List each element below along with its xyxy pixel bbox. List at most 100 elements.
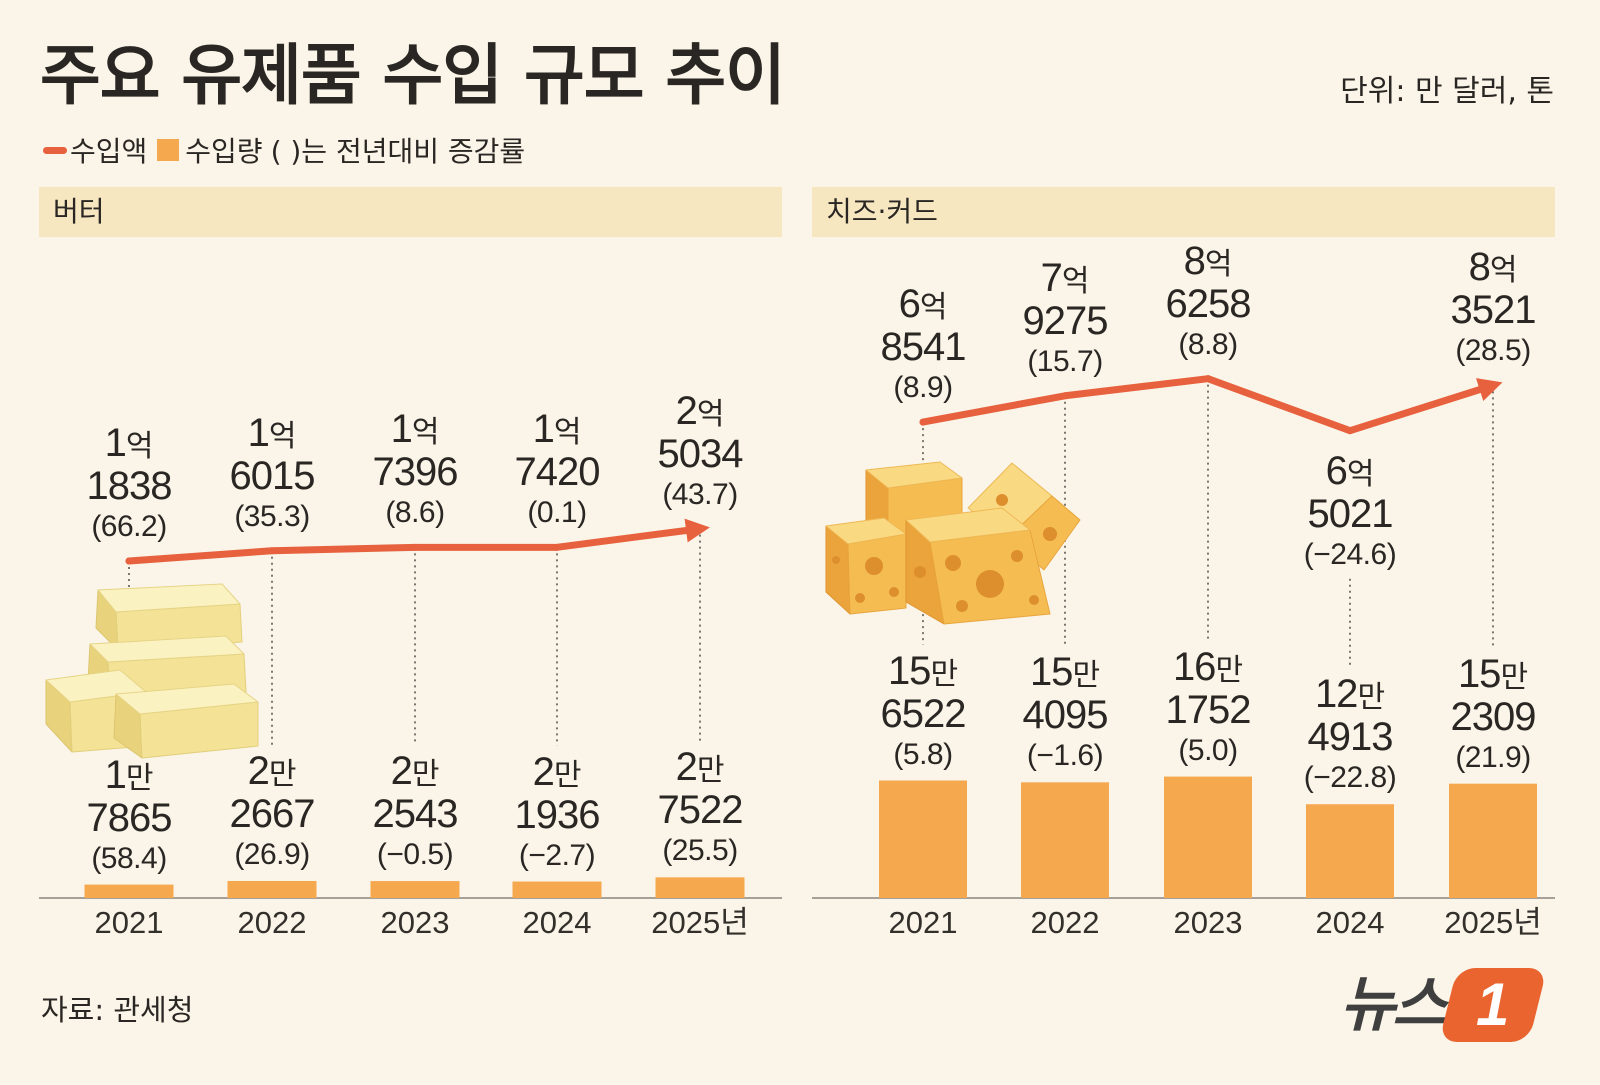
cheese-amount-label-2021-head: 6억 (833, 282, 1013, 326)
butter-volume-label-2023-head-unit: 만 (411, 757, 440, 793)
butter-amount-label-2023-head-unit: 억 (411, 415, 440, 451)
news1-logo: 뉴스 1 (1340, 966, 1548, 1044)
volume-bars (84, 776, 1537, 898)
butter-volume-label-2025-head: 2만 (610, 745, 790, 789)
cheese-illustration-ch-hole-13 (832, 556, 840, 564)
butter-volume-label-2025: 2만 7522 (25.5) (610, 745, 790, 871)
butter-volume-label-2023-head-number: 2 (390, 749, 413, 794)
cheese-volume-label-2023-head: 16만 (1118, 645, 1298, 689)
butter-volume-bar-2021 (84, 884, 174, 898)
butter-amount-label-2023-change: (8.6) (385, 496, 445, 530)
cheese-amount-label-2025-head-unit: 억 (1489, 253, 1518, 289)
butter-year-label-2021: 2021 (94, 905, 164, 940)
cheese-volume-bar-2024 (1306, 804, 1394, 898)
butter-amount-label-2024-change: (0.1) (527, 496, 587, 530)
butter-amount-label-2024-head-number: 1 (532, 407, 555, 452)
legend-bar-swatch-icon (157, 139, 180, 161)
cheese-year-label-2024: 2024 (1315, 905, 1385, 940)
butter-panel-header: 버터 (39, 187, 782, 237)
cheese-year-label-2025: 2025년 (1444, 905, 1542, 940)
butter-volume-label-2023-change: (−0.5) (376, 838, 454, 872)
cheese-volume-label-2024-change: (−22.8) (1303, 761, 1397, 795)
butter-volume-label-2022-head-unit: 만 (268, 756, 297, 792)
cheese-amount-label-2021-head-unit: 억 (919, 290, 948, 326)
cheese-illustration-ch-hole-17 (976, 570, 1004, 598)
cheese-amount-label-2024-change: (−24.6) (1303, 537, 1397, 571)
cheese-volume-label-2022-head-unit: 만 (1072, 658, 1101, 694)
cheese-illustration-ch-hole-19 (1011, 550, 1023, 562)
import-value-lines (125, 375, 1503, 565)
cheese-volume-label-2025: 15만 2309 (21.9) (1403, 652, 1583, 778)
legend-note: ( )는 전년대비 증감률 (270, 135, 526, 168)
cheese-import-value-point-2022 (1061, 392, 1069, 400)
cheese-volume-label-2024-value: 4913 (1307, 715, 1394, 760)
cheese-volume-label-2022-head: 15만 (975, 650, 1155, 694)
cheese-volume-bar-2022 (1021, 782, 1109, 898)
page-title: 주요 유제품 수입 규모 추이 (40, 37, 786, 114)
legend-line-label: 수입액 (70, 135, 148, 168)
cheese-illustration-ch-top-16 (905, 507, 1031, 543)
cheese-volume-label-2025-head-unit: 만 (1500, 659, 1529, 695)
cheese-amount-label-2021-change: (8.9) (893, 371, 953, 405)
cheese-illustration-ch-top-2 (865, 461, 963, 489)
cheese-amount-label-2023-head: 8억 (1118, 239, 1298, 283)
butter-amount-label-2025-head: 2억 (610, 389, 790, 433)
butter-panel-title: 버터 (53, 195, 105, 228)
butter-year-label-2025: 2025년 (651, 905, 749, 940)
cheese-amount-label-2025-head-number: 8 (1468, 245, 1491, 290)
butter-amount-label-2022-head-number: 1 (247, 410, 270, 455)
cheese-year-label-2021: 2021 (888, 905, 958, 940)
cheese-import-value-point-2025 (1489, 381, 1497, 389)
butter-volume-label-2021-head-number: 1 (104, 752, 127, 797)
butter-amount-label-2021-change: (66.2) (91, 509, 167, 543)
unit-note: 단위: 만 달러, 톤 (1340, 74, 1554, 109)
butter-volume-label-2025-value: 7522 (657, 788, 744, 833)
cheese-volume-label-2024-head: 12만 (1260, 672, 1440, 716)
cheese-import-value-point-2024 (1346, 427, 1354, 435)
cheese-amount-label-2023-head-unit: 억 (1204, 246, 1233, 282)
cheese-volume-label-2025-head: 15만 (1403, 652, 1583, 696)
cheese-volume-label-2023-head-unit: 만 (1215, 652, 1244, 688)
cheese-amount-label-2022-head: 7억 (975, 256, 1155, 300)
butter-volume-label-2022-head-number: 2 (247, 748, 270, 793)
cheese-amount-label-2022-head-unit: 억 (1061, 263, 1090, 299)
butter-amount-label-2025: 2억 5034 (43.7) (610, 389, 790, 515)
legend: 수입액 수입량 ( )는 전년대비 증감률 (43, 130, 525, 170)
cheese-volume-label-2021-value: 6522 (880, 691, 967, 736)
cheese-illustration-ch-hole-10 (865, 557, 883, 575)
butter-illustration (45, 583, 259, 759)
cheese-volume-label-2025-head-number: 15 (1457, 651, 1501, 696)
butter-illustration-bt-top-11 (115, 683, 259, 715)
cheese-amount-label-2024-head-number: 6 (1325, 448, 1348, 493)
butter-volume-label-2024: 2만 1936 (−2.7) (467, 750, 647, 876)
butter-amount-label-2021-head: 1억 (39, 421, 219, 465)
butter-volume-label-2023-value: 2543 (372, 792, 459, 837)
butter-volume-label-2021-head: 1만 (39, 753, 219, 797)
butter-amount-label-2023-head-number: 1 (390, 407, 413, 452)
butter-volume-label-2024-head-number: 2 (532, 749, 555, 794)
butter-import-value-point-2022 (268, 547, 276, 555)
legend-line-swatch-icon (43, 146, 67, 154)
cheese-volume-label-2021-head-unit: 만 (930, 656, 959, 692)
butter-volume-label-2023: 2만 2543 (−0.5) (325, 749, 505, 875)
butter-amount-label-2024: 1억 7420 (0.1) (467, 407, 647, 533)
butter-volume-label-2021-change: (58.4) (91, 841, 167, 875)
cheese-amount-label-2022: 7억 9275 (15.7) (975, 256, 1155, 382)
cheese-amount-label-2021-value: 8541 (880, 325, 967, 370)
butter-amount-label-2025-change: (43.7) (662, 477, 738, 511)
cheese-amount-label-2025-value: 3521 (1450, 288, 1537, 333)
butter-volume-label-2022-value: 2667 (229, 791, 316, 836)
cheese-volume-label-2022-value: 4095 (1022, 693, 1109, 738)
cheese-year-label-2022: 2022 (1030, 905, 1100, 940)
cheese-volume-bar-2021 (879, 780, 967, 898)
butter-amount-label-2021-head-number: 1 (104, 420, 127, 465)
butter-illustration-bt-top-2 (97, 583, 241, 613)
cheese-volume-label-2025-change: (21.9) (1455, 740, 1531, 774)
cheese-volume-label-2021-head-number: 15 (887, 648, 931, 693)
cheese-illustration-ch-hole-22 (914, 566, 926, 578)
butter-volume-label-2025-head-unit: 만 (696, 753, 725, 789)
butter-amount-label-2024-head: 1억 (467, 407, 647, 451)
cheese-illustration (825, 461, 1081, 625)
